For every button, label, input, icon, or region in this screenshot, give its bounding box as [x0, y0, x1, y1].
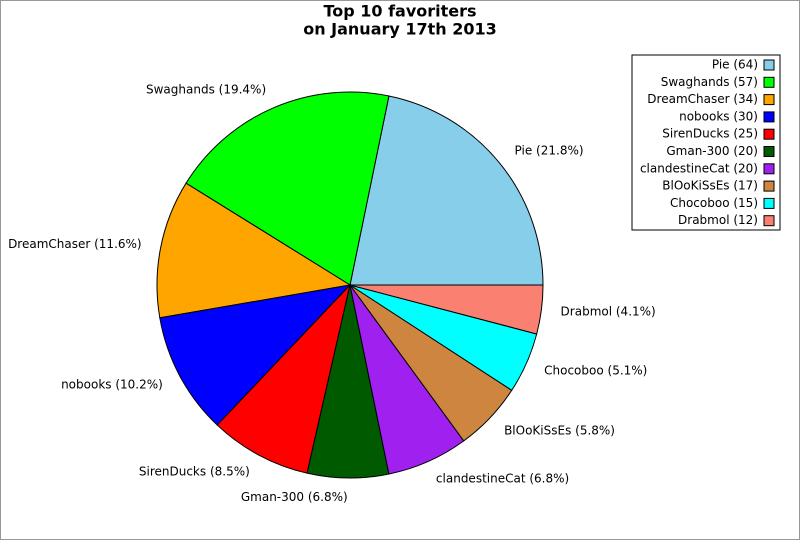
legend-label: Gman-300 (20) [666, 144, 758, 158]
slice-label: clandestineCat (6.8%) [436, 472, 569, 486]
legend-swatch [763, 163, 775, 175]
slice [349, 95, 544, 286]
legend-label: Drabmol (12) [678, 213, 758, 227]
legend-swatch [763, 128, 775, 140]
slice [159, 284, 352, 426]
legend-label: nobooks (30) [679, 109, 758, 123]
legend-swatch [763, 59, 775, 71]
legend-label: BlOoKiSsEs (17) [662, 179, 758, 193]
legend-swatch [763, 94, 775, 106]
legend-label: SirenDucks (25) [662, 127, 758, 141]
legend-swatch [763, 197, 775, 209]
slice-label: Chocoboo (5.1%) [544, 363, 647, 377]
slice-label: nobooks (10.2%) [61, 378, 163, 392]
legend-swatch [763, 215, 775, 227]
slice [349, 284, 544, 335]
slice-label: Gman-300 (6.8%) [241, 490, 348, 504]
slice [156, 182, 352, 319]
legend-label: Pie (64) [712, 58, 758, 72]
legend-label: DreamChaser (34) [647, 92, 758, 106]
slice-label: SirenDucks (8.5%) [139, 465, 250, 479]
legend-swatch [763, 146, 775, 157]
slice-label: Pie (21.8%) [515, 143, 584, 157]
legend-label: clandestineCat (20) [640, 161, 758, 175]
chart-title: on January 17th 2013 [303, 20, 497, 39]
legend-label: Swaghands (57) [661, 75, 758, 89]
chart-title: Top 10 favoriters [323, 2, 476, 21]
legend-swatch [763, 76, 775, 88]
slice [185, 91, 390, 286]
legend-label: Chocoboo (15) [670, 196, 758, 210]
legend-swatch [763, 111, 775, 123]
slice-label: BlOoKiSsEs (5.8%) [504, 424, 615, 438]
slice-label: DreamChaser (11.6%) [8, 237, 142, 251]
slice-label: Drabmol (4.1%) [561, 305, 656, 319]
legend-swatch [763, 180, 775, 192]
slice [216, 283, 351, 474]
legend-box [631, 54, 781, 231]
slice-label: Swaghands (19.4%) [146, 82, 266, 96]
